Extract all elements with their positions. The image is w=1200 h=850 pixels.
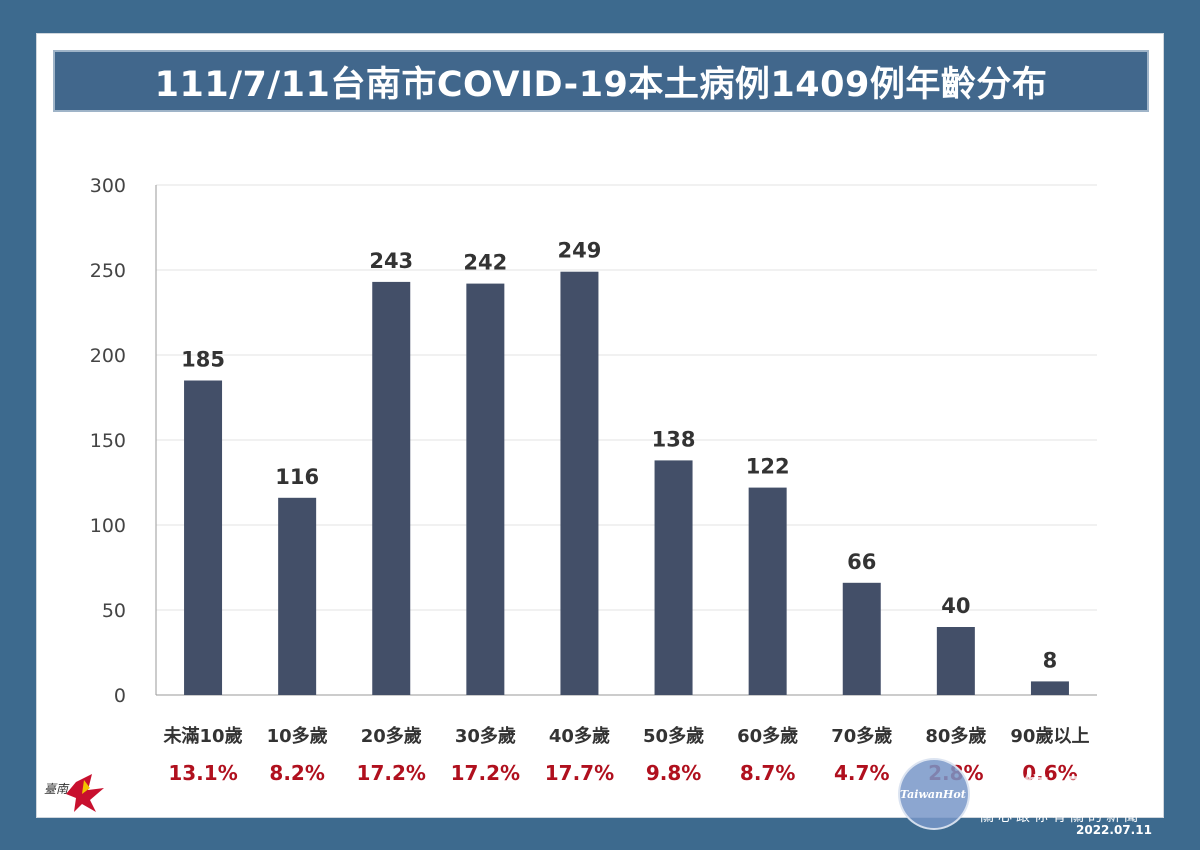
bar [936,627,975,695]
x-tick-label: 50多歲 [643,725,704,747]
bar [748,487,787,695]
percent-label: 4.7% [834,761,889,785]
data-label: 243 [369,249,413,273]
y-tick-label: 150 [90,430,126,452]
data-label: 66 [847,550,876,574]
percent-label: 8.2% [269,761,324,785]
logo-text: 臺南 [44,782,69,796]
data-label: 116 [275,465,319,489]
bar [654,460,693,695]
tainan-logo: 臺南 [44,770,114,815]
percent-label: 17.7% [545,761,614,785]
percent-label: 13.1% [168,761,237,785]
x-tick-label: 60多歲 [737,725,798,747]
x-tick-label: 10多歲 [267,725,328,747]
x-tick-label: 70多歲 [831,725,892,747]
data-label: 242 [463,251,507,275]
x-tick-label: 40多歲 [549,725,610,747]
bar [184,380,223,695]
data-label: 40 [941,594,970,618]
watermark-brand: TaiwanHot [900,788,966,801]
y-tick-label: 100 [90,515,126,537]
watermark-slogan: 關心跟你有關的新聞 [980,809,1142,825]
percent-label: 9.8% [646,761,701,785]
bar [278,497,317,695]
x-tick-label: 20多歲 [361,725,422,747]
watermark-date: 2022.07.11 [1076,823,1152,837]
x-tick-label: 未滿10歲 [164,725,243,747]
chart-title: 111/7/11台南市COVID-19本土病例1409例年齡分布 [53,50,1149,112]
bar [560,271,599,695]
data-label: 138 [652,427,696,451]
y-tick-label: 0 [114,685,126,707]
watermark-name: 台灣好新聞 [980,772,1160,812]
percent-label: 17.2% [357,761,426,785]
bar [466,283,505,695]
data-label: 8 [1043,648,1058,672]
data-label: 122 [746,455,790,479]
percent-label: 0.6% [1022,761,1077,785]
news-watermark: TaiwanHot 台灣好新聞 關心跟你有關的新聞 2022.07.11 [862,726,1162,838]
y-tick-label: 200 [90,345,126,367]
x-tick-label: 30多歲 [455,725,516,747]
chart-card: 111/7/11台南市COVID-19本土病例1409例年齡分布 [36,33,1164,818]
data-label: 249 [558,239,602,263]
logo-emblem-icon [66,774,104,812]
bar [372,281,411,695]
data-label: 185 [181,348,225,372]
watermark-circle-icon [898,758,970,830]
y-tick-label: 300 [90,175,126,197]
percent-label: 17.2% [451,761,520,785]
y-tick-label: 50 [102,600,126,622]
x-tick-label: 80多歲 [925,725,986,747]
y-tick-label: 250 [90,260,126,282]
bar [842,582,881,695]
bar [1030,681,1069,695]
x-tick-label: 90歲以上 [1010,725,1089,747]
percent-label: 8.7% [740,761,795,785]
